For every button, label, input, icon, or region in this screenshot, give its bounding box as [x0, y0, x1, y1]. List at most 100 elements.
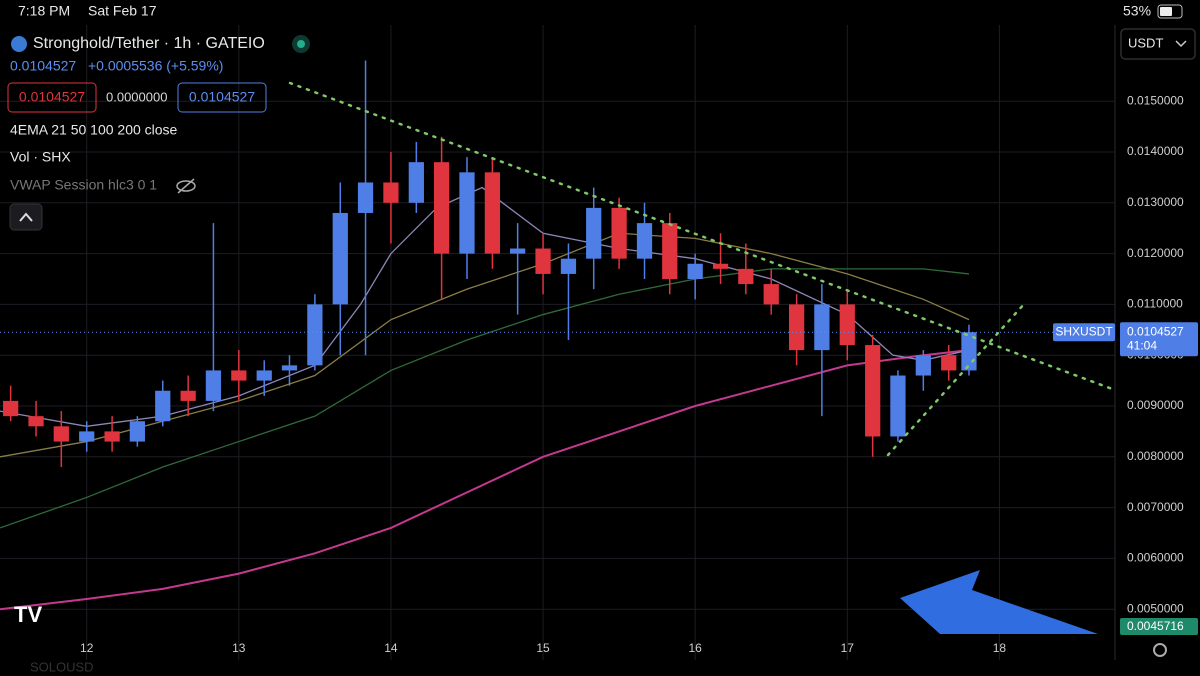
plot-layer	[0, 60, 1115, 611]
volume-tag	[1120, 618, 1198, 635]
trend-line	[288, 81, 1117, 392]
candle-body	[687, 263, 703, 279]
candle-body	[357, 182, 374, 213]
candle-body	[307, 304, 323, 366]
x-tick-label: 17	[841, 641, 855, 655]
price-change: +0.0005536 (+5.59%)	[88, 58, 223, 74]
battery-icon	[1157, 4, 1183, 19]
trend-line	[886, 301, 1027, 457]
candle-body	[104, 431, 120, 442]
status-date: Sat Feb 17	[88, 3, 157, 19]
symbol-icon	[11, 36, 27, 52]
candle-body	[281, 365, 298, 371]
candle-body	[789, 304, 805, 351]
grid-layer	[0, 25, 1115, 660]
ema-line	[0, 349, 970, 611]
battery-level	[1160, 7, 1172, 16]
candle-body	[231, 370, 247, 381]
candle-body	[332, 212, 348, 305]
candle-body	[3, 400, 19, 417]
candle-body	[738, 268, 754, 285]
candle-body	[180, 390, 196, 401]
indicator-legend[interactable]: VWAP Session hlc3 0 1	[10, 177, 157, 193]
candle-body	[586, 207, 602, 259]
symbol-title: Stronghold/Tether · 1h · GATEIO	[33, 35, 265, 52]
buy-box[interactable]	[177, 82, 267, 113]
candle-body	[535, 248, 551, 274]
candle-body	[865, 345, 881, 437]
buy-price[interactable]: 0.0104527	[189, 89, 255, 105]
y-tick-label: 0.0110000	[1127, 297, 1183, 311]
y-tick-label: 0.0130000	[1127, 195, 1184, 209]
y-tick-label: 0.0150000	[1127, 93, 1184, 107]
candle-body	[636, 223, 653, 259]
candle-body	[383, 182, 399, 203]
collapse-icon	[19, 212, 33, 222]
price-tag-countdown: 41:04	[1127, 338, 1157, 352]
candle-body	[814, 304, 830, 351]
x-tick-label: 18	[993, 641, 1007, 655]
candle-body	[941, 355, 957, 371]
candle-body	[662, 223, 678, 279]
candle-body	[256, 370, 272, 381]
settings-icon[interactable]	[1153, 643, 1167, 657]
status-battery: 53%	[1123, 3, 1151, 19]
logo: TV	[14, 602, 42, 627]
candle-body	[890, 375, 906, 437]
x-tick-label: 16	[688, 641, 702, 655]
last-price: 0.0104527	[10, 58, 76, 74]
y-tick-label: 0.0090000	[1127, 398, 1184, 412]
status-dot	[297, 40, 305, 48]
hide-icon-slash	[177, 178, 195, 194]
hide-icon[interactable]	[176, 180, 196, 192]
candle-body	[459, 172, 475, 254]
candle-body	[611, 207, 627, 259]
status-time: 7:18 PM	[18, 3, 70, 19]
x-tick-label: 14	[384, 641, 398, 655]
candle-body	[79, 431, 95, 442]
candle-body	[915, 355, 931, 376]
symbol-tag	[1053, 323, 1115, 342]
sell-box[interactable]	[7, 82, 97, 113]
symbol-tag-label: SHXUSDT	[1055, 324, 1113, 338]
currency-label[interactable]: USDT	[1128, 35, 1163, 50]
y-tick-label: 0.0070000	[1127, 500, 1184, 514]
candle-body	[53, 426, 69, 442]
y-tick-label: 0.0140000	[1127, 144, 1184, 158]
annotation-arrow	[900, 570, 1098, 634]
price-tag-value: 0.0104527	[1127, 324, 1184, 338]
candle-body	[155, 390, 171, 422]
candle-body	[129, 421, 145, 442]
sell-price[interactable]: 0.0104527	[19, 89, 85, 105]
indicator-legend[interactable]: Vol · SHX	[10, 149, 71, 165]
y-tick-label: 0.0120000	[1127, 246, 1184, 260]
x-tick-label: 12	[80, 641, 94, 655]
candle-body	[28, 416, 44, 427]
candle-body	[205, 370, 222, 401]
y-tick-label: 0.0050000	[1127, 601, 1184, 615]
candle-body	[510, 248, 526, 254]
candle-body	[839, 304, 855, 346]
currency-select[interactable]	[1120, 28, 1196, 60]
candle-body	[433, 162, 450, 254]
candle-body	[712, 263, 729, 269]
watermark: SOLOUSD	[30, 659, 94, 674]
y-tick-label: 0.0080000	[1127, 449, 1184, 463]
spread: 0.0000000	[106, 89, 167, 104]
price-tag	[1120, 322, 1198, 357]
dropdown-icon	[1175, 40, 1187, 48]
candle-body	[408, 162, 424, 203]
x-tick-label: 13	[232, 641, 246, 655]
candle-body	[560, 258, 577, 274]
candle-body	[763, 284, 779, 305]
candle-body	[484, 172, 501, 254]
y-tick-label: 0.0060000	[1127, 551, 1184, 565]
ema-line	[0, 232, 970, 458]
ema-line	[0, 268, 970, 529]
x-tick-label: 15	[536, 641, 550, 655]
collapse-button[interactable]	[9, 203, 43, 231]
volume-tag-label: 0.0045716	[1127, 619, 1184, 633]
indicator-legend[interactable]: 4EMA 21 50 100 200 close	[10, 122, 178, 138]
